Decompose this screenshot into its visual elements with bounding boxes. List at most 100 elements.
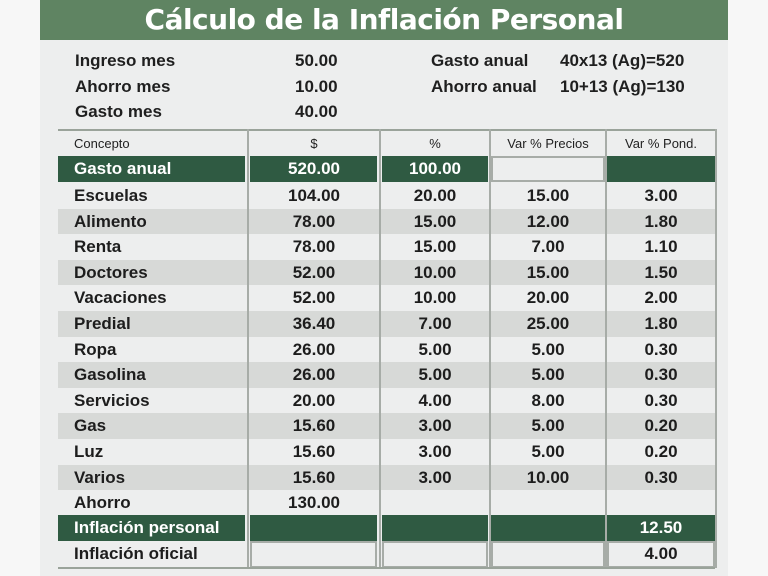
ahorro-mes-value: 10.00 [295,77,338,96]
inflacion-personal-band-4 [491,515,605,541]
table-row: Doctores 52.00 10.00 15.00 1.50 [58,259,715,286]
table-row: Gas 15.60 3.00 5.00 0.20 [58,413,715,439]
column-header-pesos: $ [310,136,318,151]
total-row-percent: 100.00 [409,159,461,178]
row-percent: 15.00 [413,237,457,257]
row-concepto: Ahorro [74,493,131,513]
table-row: Servicios 20.00 4.00 8.00 0.30 [58,388,715,414]
row-concepto: Servicios [74,390,150,410]
total-row: Gasto anual 520.00 100.00 [58,156,715,182]
total-row-amount-band [250,156,377,182]
row-amount: 20.00 [292,390,336,410]
gasto-mes-label: Gasto mes [75,102,162,121]
inflacion-personal-band-5 [607,515,715,541]
row-var-precios: 15.00 [526,186,570,205]
row-amount: 52.00 [292,262,336,282]
table-row: Alimento 78.00 15.00 12.00 1.80 [58,208,715,235]
total-row-amount: 520.00 [288,159,340,178]
inflacion-personal-row: Inflación personal 12.50 [58,515,715,541]
row-concepto: Predial [74,314,131,333]
row-amount: 78.00 [292,237,336,257]
row-concepto: Doctores [74,262,148,282]
row-concepto: Luz [74,442,104,461]
column-divider [489,129,491,568]
gasto-mes-value: 40.00 [295,102,338,121]
ingreso-mes-label: Ingreso mes [75,51,176,70]
table-row: Vacaciones 52.00 10.00 20.00 2.00 [58,285,715,311]
row-var-precios: 12.00 [526,211,570,231]
inflacion-personal-value: 12.50 [639,518,683,537]
table-row: Gasolina 26.00 5.00 5.00 0.30 [58,362,715,388]
row-var-pond: 0.30 [644,365,678,385]
row-concepto: Vacaciones [74,288,167,308]
ingreso-mes-value: 50.00 [295,51,338,70]
row-amount: 26.00 [292,339,336,359]
column-divider [247,129,249,568]
row-percent: 10.00 [413,288,457,308]
row-amount: 26.00 [292,365,336,385]
row-percent: 3.00 [418,416,452,436]
row-amount: 36.40 [292,314,336,333]
row-var-precios: 25.00 [526,314,570,333]
inflacion-oficial-label: Inflación oficial [74,544,198,563]
row-percent: 5.00 [418,365,452,385]
row-percent: 7.00 [418,314,452,333]
total-row-empty-cell [491,156,605,182]
row-percent: 10.00 [413,262,457,282]
row-amount: 130.00 [288,493,340,513]
row-var-precios: 20.00 [526,288,570,308]
row-percent: 4.00 [418,390,452,410]
row-var-pond: 1.80 [644,314,678,333]
ahorro-mes-label: Ahorro mes [75,77,171,96]
row-concepto: Varios [74,467,126,487]
row-var-pond: 2.00 [644,288,678,308]
column-header-var-precios: Var % Precios [507,136,589,151]
row-amount: 15.60 [292,416,336,436]
column-header-concepto: Concepto [74,136,130,151]
table-row: Varios 15.60 3.00 10.00 0.30 [58,464,715,491]
row-percent: 5.00 [418,339,452,359]
inflacion-oficial-value: 4.00 [644,544,678,563]
column-header-var-pond: Var % Pond. [624,136,698,151]
row-var-precios: 10.00 [526,467,570,487]
column-divider [605,129,607,568]
table-header: Concepto $ % Var % Precios Var % Pond. [58,129,715,157]
row-var-pond: 3.00 [644,186,678,205]
row-concepto: Alimento [74,211,147,231]
row-var-pond: 0.20 [644,416,678,436]
inflacion-personal-label-band [58,515,245,541]
column-divider [715,129,717,568]
column-divider [379,129,381,568]
page-title: Cálculo de la Inflación Personal [40,0,728,40]
row-var-pond: 0.30 [644,339,678,359]
table-row: Ropa 26.00 5.00 5.00 0.30 [58,337,715,363]
row-var-precios: 15.00 [526,262,570,282]
row-amount: 52.00 [292,288,336,308]
row-amount: 15.60 [292,467,336,487]
row-concepto: Ropa [74,339,117,359]
table-row: Luz 15.60 3.00 5.00 0.20 [58,439,715,465]
gasto-anual-label: Gasto anual [431,51,529,70]
row-percent: 3.00 [418,467,452,487]
column-header-porcentaje: % [429,136,441,151]
row-amount: 78.00 [292,211,336,231]
row-amount: 104.00 [288,186,340,205]
row-var-pond: 0.30 [644,390,678,410]
inflacion-oficial-row: Inflación oficial 4.00 [58,541,715,567]
row-concepto: Gasolina [74,365,146,385]
total-row-label: Gasto anual [74,159,172,178]
total-row-label-band [58,156,245,182]
row-var-precios: 8.00 [531,390,565,410]
table-row: Renta 78.00 15.00 7.00 1.10 [58,234,715,260]
inflacion-personal-label: Inflación personal [74,518,220,537]
row-amount: 15.60 [292,442,336,461]
row-concepto: Renta [74,237,122,257]
table-row: Predial 36.40 7.00 25.00 1.80 [58,311,715,337]
row-var-pond: 1.10 [644,237,678,257]
gasto-anual-value: 40x13 (Ag)=520 [560,51,685,70]
row-var-precios: 5.00 [531,442,565,461]
row-concepto: Gas [74,416,107,436]
row-var-precios: 5.00 [531,339,565,359]
row-var-pond: 0.30 [644,467,678,487]
row-var-pond: 1.80 [644,211,678,231]
